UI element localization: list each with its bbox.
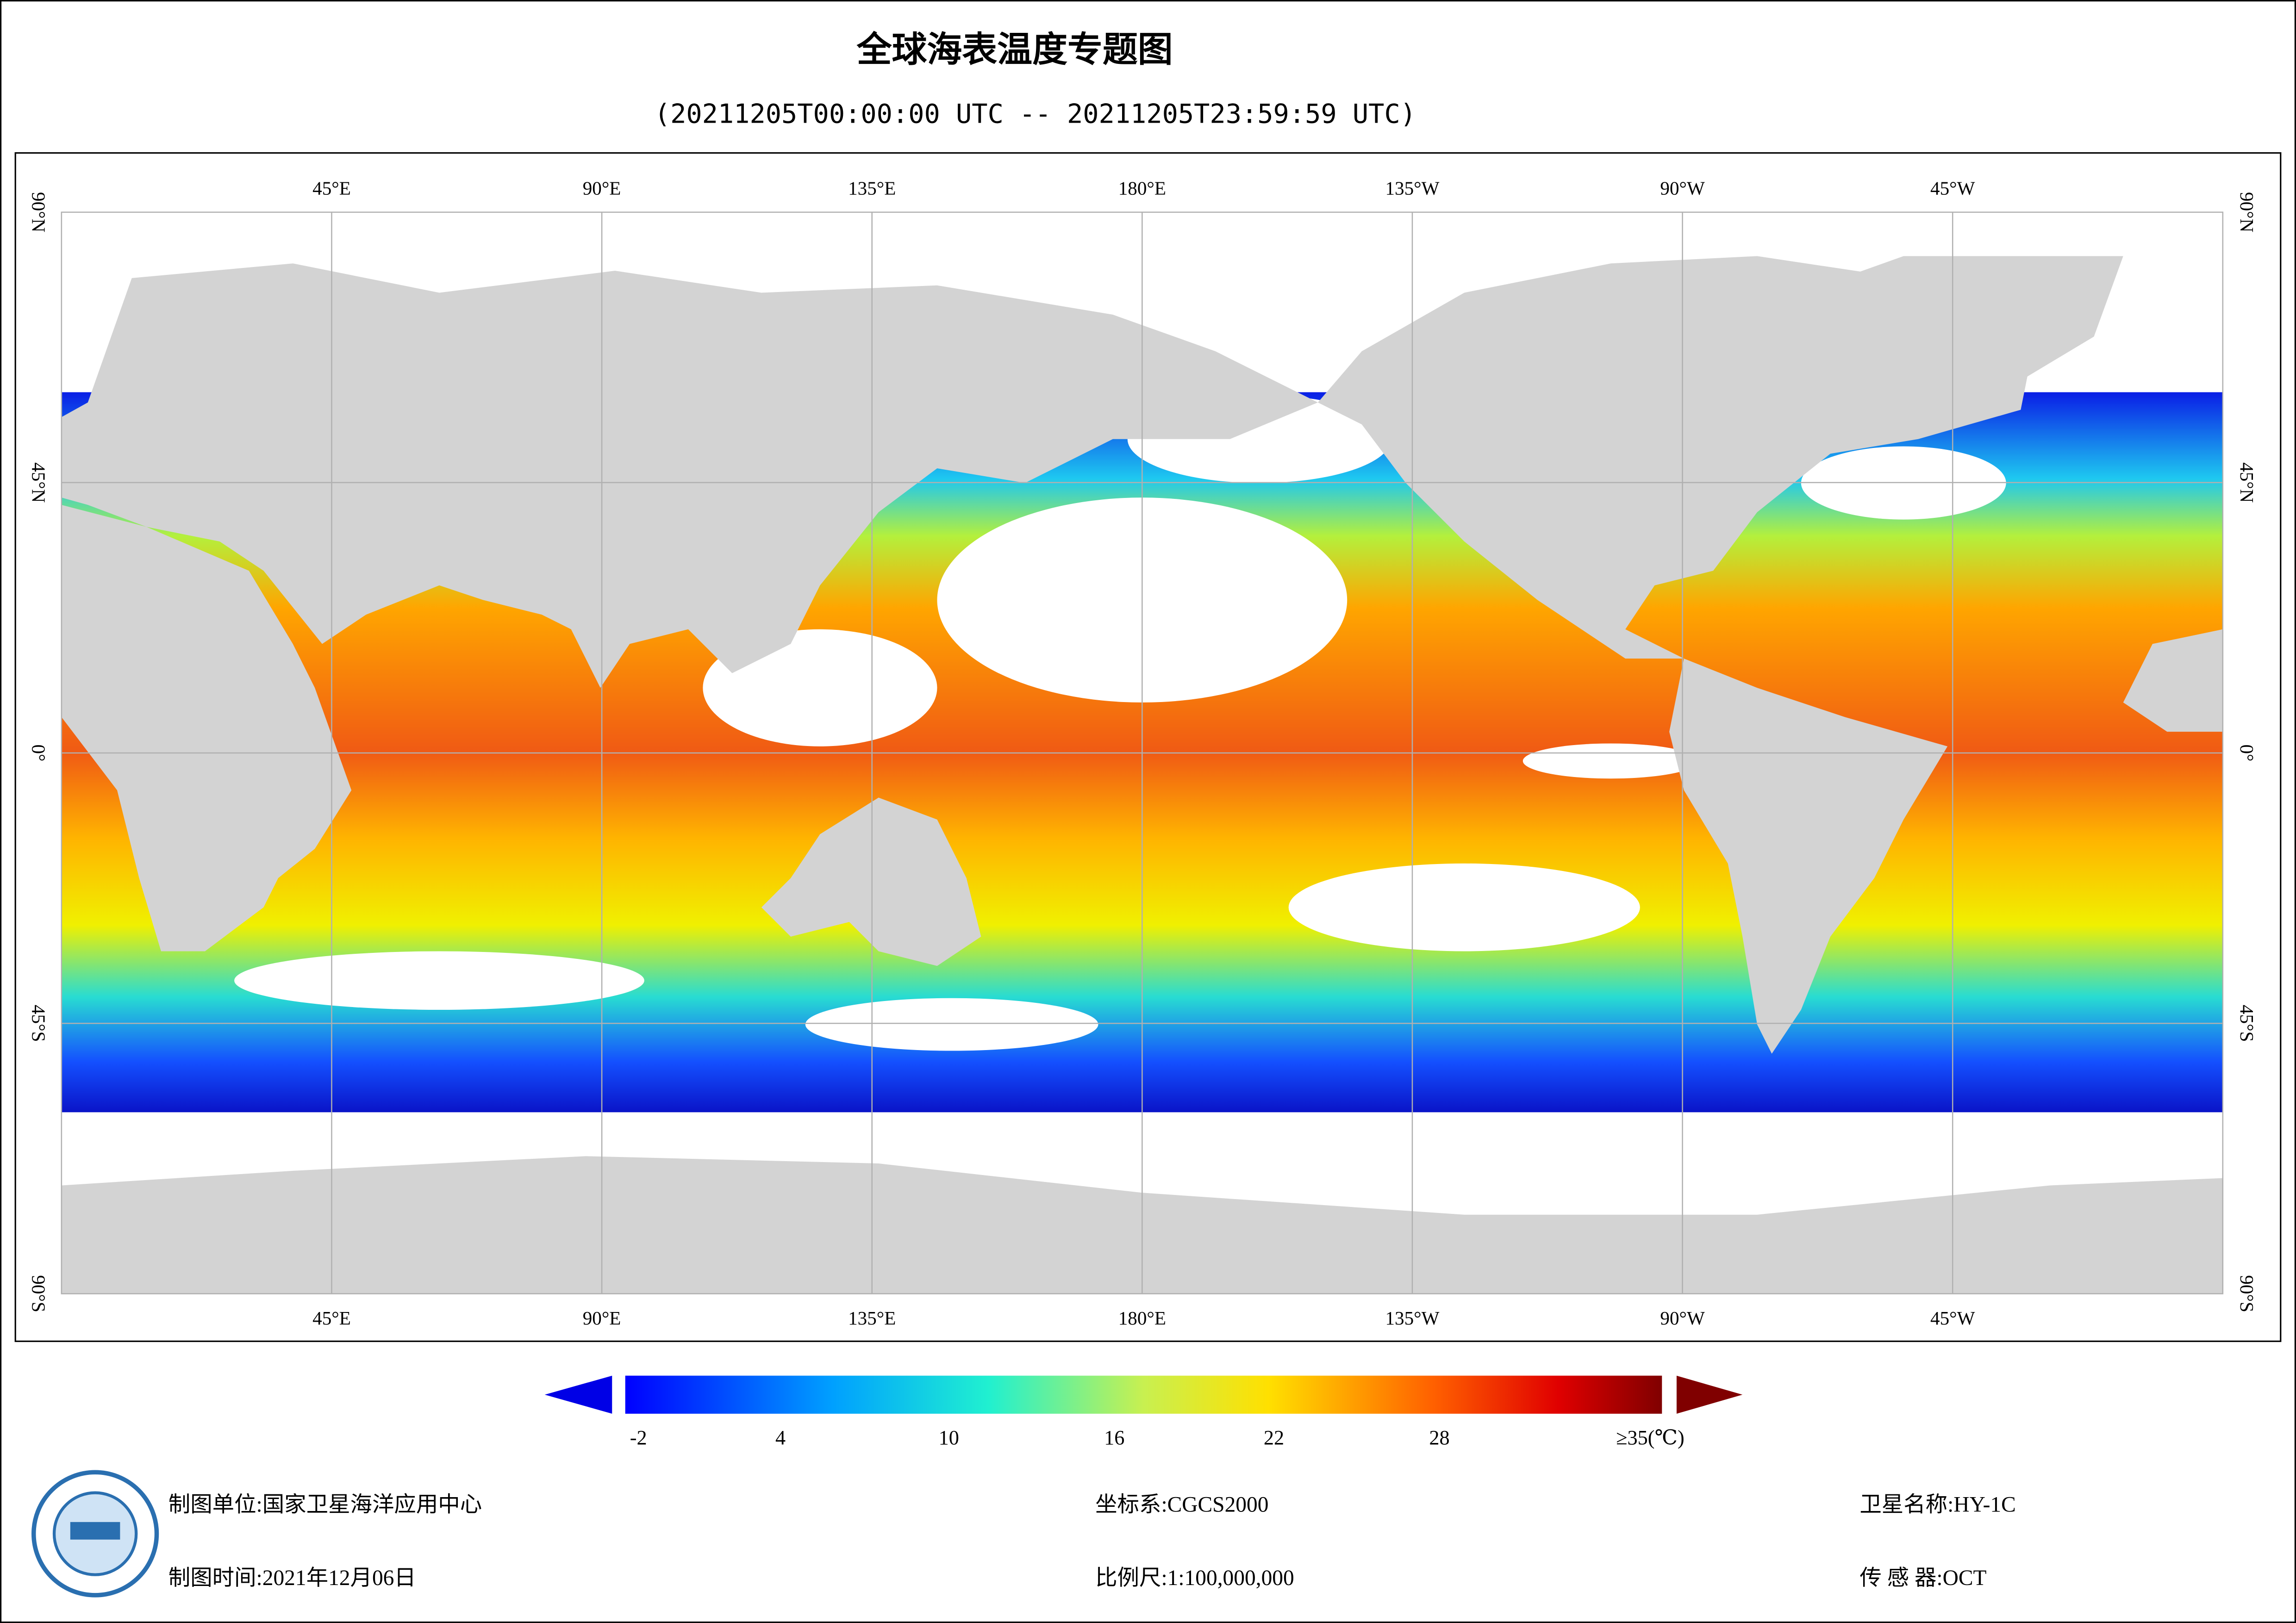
- map-frame: [14, 152, 2282, 1342]
- colorbar-scale: [625, 1375, 1662, 1414]
- latitude-label-right: 45°S: [2236, 1005, 2258, 1042]
- longitude-label-top: 90°E: [583, 178, 621, 199]
- colorbar-tick-label: -2: [630, 1426, 647, 1449]
- longitude-label-bottom: 180°E: [1118, 1307, 1166, 1329]
- longitude-label-top: 135°W: [1385, 178, 1440, 199]
- title: 全球海表温度专题图: [856, 29, 1173, 70]
- latitude-label-right: 45°N: [2236, 462, 2258, 503]
- latitude-label-left: 45°N: [28, 462, 50, 503]
- colorbar-low-arrow: [544, 1375, 612, 1414]
- colorbar-tick-label: ≥35(℃): [1616, 1426, 1685, 1449]
- footer-date: 制图时间:2021年12月06日: [168, 1566, 416, 1590]
- longitude-label-bottom: 45°E: [312, 1307, 351, 1329]
- latitude-label-right: 90°S: [2236, 1275, 2258, 1312]
- latitude-label-left: 90°N: [28, 192, 50, 232]
- longitude-label-bottom: 90°W: [1660, 1307, 1705, 1329]
- longitude-label-top: 180°E: [1118, 178, 1166, 199]
- logo: [31, 1470, 159, 1598]
- colorbar: -2 4 10 16 22 28 ≥35(℃): [544, 1375, 1743, 1449]
- longitude-label-bottom: 45°W: [1930, 1307, 1975, 1329]
- colorbar-tick-label: 28: [1429, 1426, 1449, 1449]
- colorbar-tick-label: 22: [1264, 1426, 1284, 1449]
- longitude-label-bottom: 90°E: [583, 1307, 621, 1329]
- colorbar-tick-label: 16: [1104, 1426, 1124, 1449]
- graticule: [61, 212, 2223, 1294]
- latitude-label-right: 0°: [2236, 745, 2258, 762]
- colorbar-tick-label: 4: [775, 1426, 786, 1449]
- footer-unit: 制图单位:国家卫星海洋应用中心: [168, 1493, 482, 1517]
- colorbar-high-arrow: [1676, 1375, 1743, 1414]
- longitude-label-bottom: 135°E: [848, 1307, 896, 1329]
- longitude-label-top: 45°E: [312, 178, 351, 199]
- longitude-label-bottom: 135°W: [1385, 1307, 1440, 1329]
- longitude-label-top: 90°W: [1660, 178, 1705, 199]
- footer-scale: 比例尺:1:100,000,000: [1095, 1566, 1294, 1590]
- colorbar-tick-label: 10: [939, 1426, 959, 1449]
- latitude-label-right: 90°N: [2236, 192, 2258, 232]
- footer-sensor: 传 感 器:OCT: [1859, 1566, 1986, 1590]
- latitude-label-left: 45°S: [28, 1005, 50, 1042]
- map: [61, 211, 2224, 1294]
- latitude-label-left: 0°: [28, 745, 50, 762]
- footer-satellite: 卫星名称:HY-1C: [1859, 1493, 2015, 1517]
- cloud-gaps: [234, 395, 2006, 1051]
- latitude-label-left: 90°S: [28, 1275, 50, 1312]
- footer-crs: 坐标系:CGCS2000: [1095, 1493, 1268, 1517]
- subtitle: (20211205T00:00:00 UTC -- 20211205T23:59…: [655, 99, 1416, 130]
- longitude-label-top: 45°W: [1930, 178, 1975, 199]
- longitude-label-top: 135°E: [848, 178, 896, 199]
- map-border: [61, 211, 2224, 1294]
